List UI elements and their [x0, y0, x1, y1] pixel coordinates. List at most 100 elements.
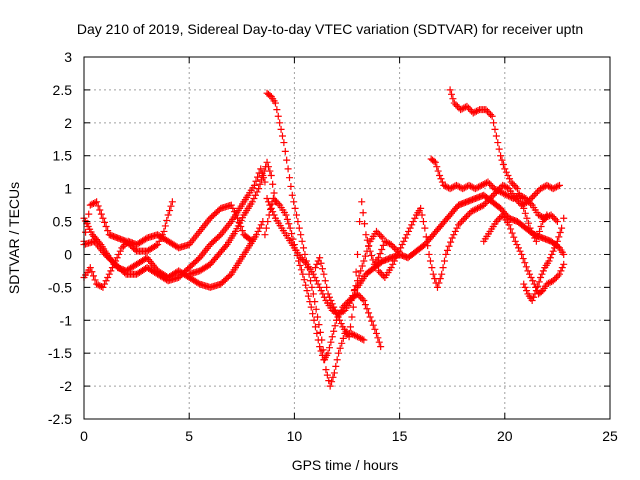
data-point [355, 292, 363, 300]
data-point [215, 232, 223, 240]
y-tick-label: -1 [60, 312, 73, 328]
data-point [516, 247, 524, 255]
data-point [503, 184, 511, 192]
data-point [455, 221, 463, 229]
x-tick-labels: 0 5 10 15 20 25 [80, 428, 618, 444]
data-point [164, 211, 172, 219]
data-point [485, 109, 493, 117]
data-point [358, 262, 366, 270]
data-point [500, 182, 508, 190]
data-point [395, 247, 403, 255]
data-point [492, 218, 500, 226]
data-point [86, 264, 94, 272]
data-point [376, 250, 384, 258]
y-tick-label: -1.5 [48, 345, 72, 361]
data-point [477, 203, 485, 211]
data-point [431, 158, 439, 166]
data-point [300, 244, 308, 252]
data-point [392, 246, 400, 254]
data-point [264, 218, 272, 226]
data-point [469, 109, 477, 117]
data-point [257, 165, 265, 173]
data-point [513, 241, 521, 249]
data-point [288, 191, 296, 199]
data-point [523, 214, 531, 222]
data-point [375, 254, 383, 262]
data-point [282, 211, 290, 219]
data-point [493, 186, 501, 194]
data-point [299, 270, 307, 278]
data-point [332, 362, 340, 370]
data-point [336, 344, 344, 352]
data-point [487, 111, 495, 119]
data-point [543, 181, 551, 189]
data-point [287, 182, 295, 190]
data-point [500, 190, 508, 198]
data-point [447, 238, 455, 246]
data-point [318, 336, 326, 344]
x-axis-label: GPS time / hours [292, 457, 399, 473]
data-point [154, 241, 162, 249]
data-point [451, 227, 459, 235]
data-point [372, 329, 380, 337]
data-point [466, 106, 474, 114]
data-point [532, 287, 540, 295]
data-point [528, 297, 536, 305]
data-point [115, 250, 123, 258]
data-point [446, 185, 454, 193]
data-point [509, 180, 517, 188]
data-point [252, 177, 260, 185]
data-point [105, 270, 113, 278]
data-point [93, 280, 101, 288]
data-point [543, 280, 551, 288]
data-point [417, 204, 425, 212]
data-point [515, 190, 523, 198]
data-point [403, 231, 411, 239]
data-point [313, 260, 321, 268]
data-point [327, 338, 335, 346]
data-point [488, 193, 496, 201]
data-point [360, 297, 368, 305]
data-point [283, 215, 291, 223]
data-point [316, 283, 324, 291]
y-tick-label: -0.5 [48, 279, 72, 295]
data-point [296, 261, 304, 269]
data-point [377, 232, 385, 240]
data-point [354, 290, 362, 298]
data-point [475, 183, 482, 191]
data-point [102, 277, 110, 285]
data-point [469, 207, 477, 215]
data-point [540, 183, 548, 191]
data-point [96, 206, 104, 214]
y-tick-label: -2.5 [48, 411, 72, 427]
data-point [307, 277, 315, 285]
data-point [379, 241, 387, 249]
data-point [520, 204, 528, 212]
data-point [321, 356, 329, 364]
data-point [556, 181, 564, 189]
data-point [471, 185, 479, 193]
data-point [253, 231, 261, 239]
data-point [411, 214, 419, 222]
data-point [492, 185, 500, 193]
data-point [497, 188, 505, 196]
data-point [546, 254, 554, 262]
data-point [425, 250, 433, 258]
data-point [229, 204, 237, 212]
data-point [269, 180, 277, 188]
data-point [553, 218, 561, 226]
data-point [298, 237, 306, 245]
data-point [259, 171, 267, 179]
data-point [552, 273, 560, 281]
data-series [480, 211, 568, 298]
data-point [533, 188, 541, 196]
data-point [498, 156, 506, 164]
data-point [254, 173, 262, 181]
data-point [473, 184, 481, 192]
data-point [494, 216, 502, 224]
data-point [166, 207, 174, 215]
data-point [409, 218, 417, 226]
data-point [289, 235, 297, 243]
data-point [519, 255, 527, 263]
data-point [435, 279, 443, 287]
